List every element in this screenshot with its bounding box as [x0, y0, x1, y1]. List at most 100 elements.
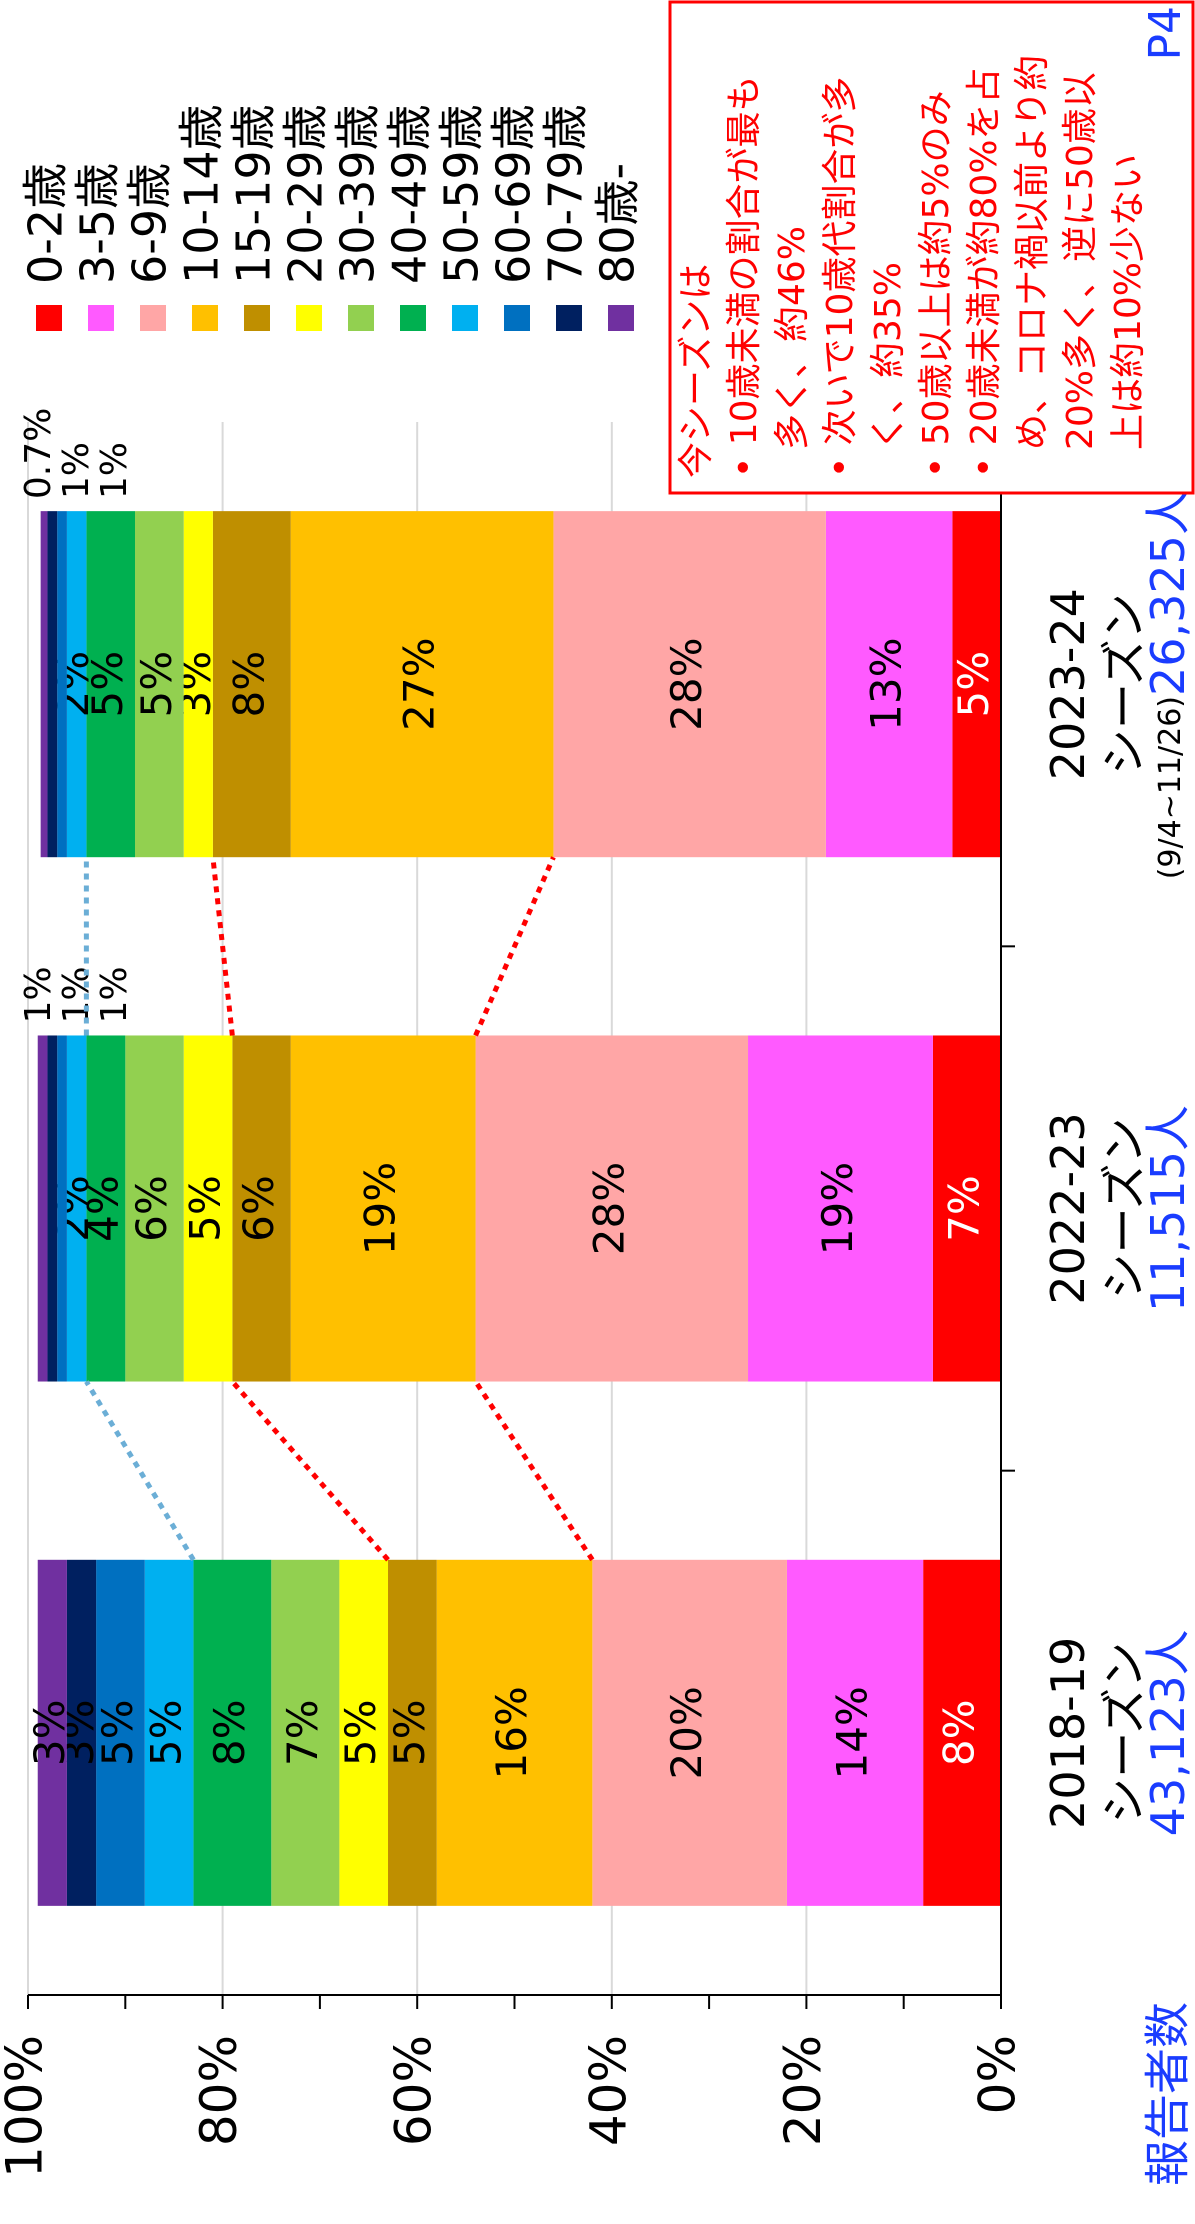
bar-segment: [339, 1559, 389, 1906]
bar-segment: [135, 511, 184, 858]
bar-segment: [271, 1559, 340, 1906]
bar-segment: [37, 1559, 67, 1906]
annotation-line: く、約35%: [868, 262, 909, 450]
y-tick-label: 40%: [579, 2035, 637, 2146]
bar-segment: [825, 511, 953, 858]
value-label: 6%: [234, 1175, 283, 1242]
bar-segment: [40, 511, 48, 858]
x-tick-label-line: 2018-19: [1041, 1637, 1095, 1829]
bar-segment: [37, 1035, 48, 1382]
x-tick-label-line: シーズン: [1097, 1642, 1151, 1824]
legend-marker: [140, 305, 166, 331]
legend-label: 15-19歳: [227, 104, 281, 284]
x-tick-label-line: シーズン: [1097, 593, 1151, 775]
bar-segment: [86, 511, 136, 858]
legend-label: 3-5歳: [71, 163, 125, 284]
legend-marker: [348, 305, 374, 331]
value-label: 1%: [18, 966, 59, 1023]
legend-marker: [556, 305, 582, 331]
y-tick-label: 100%: [0, 2035, 54, 2178]
annotation-line: め、コロナ禍以前より約: [1012, 55, 1053, 450]
value-label: 5%: [132, 651, 181, 718]
legend-marker: [192, 305, 218, 331]
value-label: 20%: [662, 1686, 711, 1779]
y-tick-label: 60%: [385, 2035, 443, 2146]
legend-marker: [244, 305, 270, 331]
period-note: (9/4~11/26): [1153, 696, 1188, 879]
bar-segment: [932, 1035, 1002, 1382]
legend-label: 0-2歳: [19, 163, 73, 284]
value-label: 7%: [278, 1700, 327, 1767]
bar-segment: [436, 1559, 593, 1906]
legend-label: 70-79歳: [539, 104, 593, 284]
reporter-count: (9/4~11/26)26,325人: [1141, 489, 1195, 879]
bar-segment: [86, 1035, 126, 1382]
value-label: 5%: [949, 651, 998, 718]
annotation-line: • 10歳未満の割合が最も: [724, 76, 765, 479]
annotation-line: 今シーズンは: [676, 264, 717, 478]
value-label: 8%: [224, 651, 273, 718]
legend-label: 6-9歳: [123, 163, 177, 284]
legend-label: 80歳-: [591, 163, 645, 284]
value-label: 7%: [939, 1175, 988, 1242]
reporter-count-value: 43,123人: [1141, 1629, 1195, 1836]
bar-segment: [553, 511, 826, 858]
x-tick-label-line: 2023-24: [1041, 588, 1095, 780]
y-tick-label: 20%: [774, 2035, 832, 2146]
value-label: 16%: [487, 1686, 536, 1779]
x-tick-label-line: シーズン: [1097, 1118, 1151, 1300]
x-tick-label: 2023-24シーズン: [1041, 588, 1151, 780]
bar-segment: [592, 1559, 787, 1906]
bar-segment: [47, 511, 58, 858]
connector: [84, 1380, 196, 1562]
bar-segment: [923, 1559, 1001, 1906]
value-label: 28%: [662, 637, 711, 730]
legend-label: 40-49歳: [383, 104, 437, 284]
value-label: 8%: [205, 1700, 254, 1767]
legend-label: 60-69歳: [487, 104, 541, 284]
bar-segment: [96, 1559, 145, 1906]
value-label: 14%: [828, 1686, 877, 1779]
bar-segment: [290, 1035, 476, 1382]
value-label: 8%: [935, 1700, 984, 1767]
bar-segment: [232, 1035, 291, 1382]
bar-segment: [183, 1035, 233, 1382]
value-label: 1%: [94, 966, 135, 1023]
legend-label: 30-39歳: [331, 104, 385, 284]
value-label: 13%: [862, 637, 911, 730]
value-label: 1%: [56, 442, 97, 499]
x-tick-label: 2022-23シーズン: [1041, 1112, 1151, 1304]
annotation-line: • 次いで10歳代割合が多: [820, 77, 861, 478]
legend-marker: [36, 305, 62, 331]
x-tick-label: 2018-19シーズン: [1041, 1637, 1151, 1829]
value-label: 6%: [127, 1175, 176, 1242]
bar-segment: [388, 1559, 437, 1906]
bar-segment: [193, 1559, 272, 1906]
x-tick-label-line: 2022-23: [1041, 1112, 1095, 1304]
reporter-count-value: 26,325人: [1141, 489, 1195, 696]
y-tick-label: 0%: [969, 2035, 1027, 2114]
value-label: 4%: [78, 1175, 127, 1242]
annotation-line: 多く、約46%: [772, 226, 813, 450]
legend-marker: [608, 305, 634, 331]
value-label: 5%: [336, 1700, 385, 1767]
legend-label: 10-14歳: [175, 104, 229, 284]
legend-marker: [296, 305, 322, 331]
bar-segment: [57, 1035, 67, 1382]
legend-marker: [452, 305, 478, 331]
value-label: 5%: [385, 1700, 434, 1767]
y-tick-label: 80%: [190, 2035, 248, 2146]
value-label: 5%: [181, 1175, 230, 1242]
page-label: P4: [1140, 6, 1191, 61]
reporter-count-value: 11,515人: [1141, 1105, 1195, 1312]
value-label: 27%: [395, 637, 444, 730]
annotation-box: [668, 0, 1195, 495]
connector: [210, 856, 235, 1036]
bar-segment: [290, 511, 554, 858]
value-label: 3%: [25, 1700, 74, 1767]
connector: [230, 1379, 390, 1562]
legend-label: 20-29歳: [279, 104, 333, 284]
value-label: 5%: [83, 651, 132, 718]
bar-segment: [66, 1035, 87, 1382]
annotation-line: 20%多く、逆に50歳以: [1060, 72, 1101, 450]
